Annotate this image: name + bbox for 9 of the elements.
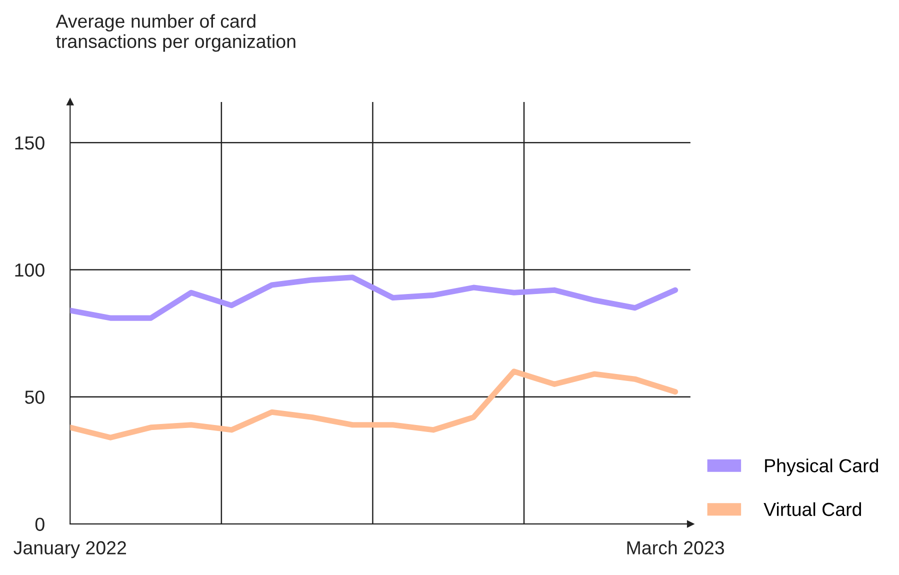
y-tick-label: 0 xyxy=(35,518,44,531)
y-tick-label: 100 xyxy=(15,263,44,277)
legend-label: Physical Card xyxy=(765,458,878,476)
x-tick-label: January 2022 xyxy=(14,541,126,558)
y-tick-label: 50 xyxy=(25,390,44,404)
x-tick-label: March 2023 xyxy=(627,540,724,554)
y-axis-title: Average number of card transactions per organization xyxy=(56,14,296,52)
y-tick-label: 150 xyxy=(15,136,44,150)
legend-label: Virtual Card xyxy=(764,502,862,516)
